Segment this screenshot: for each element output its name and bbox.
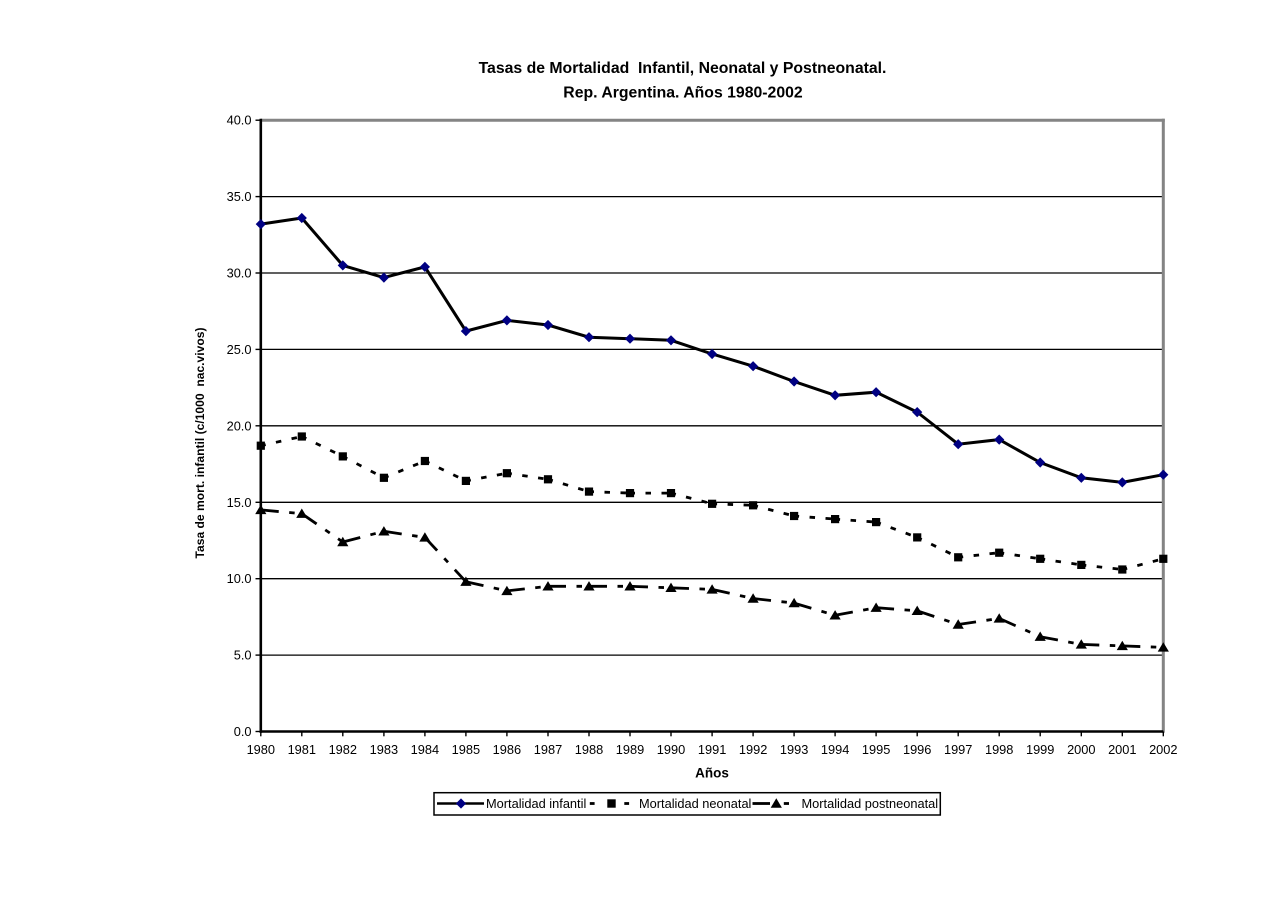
svg-text:5.0: 5.0 (234, 648, 252, 663)
svg-text:Rep. Argentina. Años 1980-2002: Rep. Argentina. Años 1980-2002 (563, 85, 803, 102)
svg-text:1985: 1985 (452, 742, 480, 757)
svg-text:35.0: 35.0 (227, 189, 252, 204)
svg-text:Tasas de Mortalidad Infantil,: Tasas de Mortalidad Infantil, Neonatal y… (479, 60, 887, 77)
svg-text:40.0: 40.0 (227, 113, 252, 128)
svg-text:1987: 1987 (534, 742, 562, 757)
svg-text:1994: 1994 (821, 742, 849, 757)
svg-text:Tasa de mort. infantil (c/1000: Tasa de mort. infantil (c/1000 nac.vivos… (193, 328, 207, 559)
svg-text:1997: 1997 (944, 742, 972, 757)
svg-text:10.0: 10.0 (227, 571, 252, 586)
svg-text:1992: 1992 (739, 742, 767, 757)
svg-text:1995: 1995 (862, 742, 890, 757)
svg-text:Años: Años (695, 765, 729, 780)
svg-text:1989: 1989 (616, 742, 644, 757)
svg-text:2000: 2000 (1067, 742, 1095, 757)
svg-text:1988: 1988 (575, 742, 603, 757)
svg-text:2001: 2001 (1108, 742, 1136, 757)
svg-text:1998: 1998 (985, 742, 1013, 757)
svg-text:25.0: 25.0 (227, 342, 252, 357)
svg-text:1984: 1984 (411, 742, 439, 757)
svg-text:20.0: 20.0 (227, 418, 252, 433)
svg-text:2002: 2002 (1149, 742, 1177, 757)
svg-text:1990: 1990 (657, 742, 685, 757)
svg-text:Mortalidad postneonatal: Mortalidad postneonatal (802, 796, 939, 811)
svg-text:1983: 1983 (370, 742, 398, 757)
svg-text:1993: 1993 (780, 742, 808, 757)
svg-text:1999: 1999 (1026, 742, 1054, 757)
svg-text:1982: 1982 (329, 742, 357, 757)
svg-text:30.0: 30.0 (227, 266, 252, 281)
svg-text:15.0: 15.0 (227, 495, 252, 510)
svg-text:1980: 1980 (247, 742, 275, 757)
svg-text:0.0: 0.0 (234, 724, 252, 739)
svg-text:1996: 1996 (903, 742, 931, 757)
svg-text:1986: 1986 (493, 742, 521, 757)
svg-text:Mortalidad neonatal: Mortalidad neonatal (639, 796, 751, 811)
svg-text:Mortalidad infantil: Mortalidad infantil (486, 796, 586, 811)
svg-text:1991: 1991 (698, 742, 726, 757)
svg-text:1981: 1981 (288, 742, 316, 757)
